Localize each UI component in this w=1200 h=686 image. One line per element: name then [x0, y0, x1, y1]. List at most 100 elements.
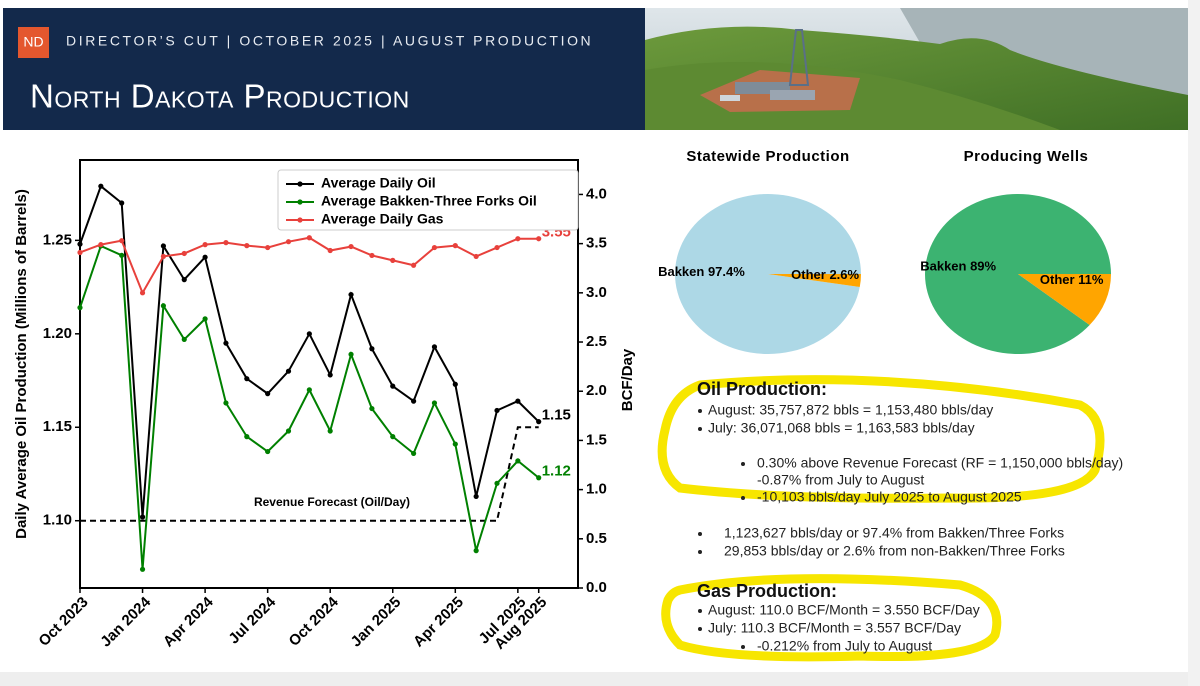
- point: [244, 434, 250, 440]
- bullet-text: August: 110.0 BCF/Month = 3.550 BCF/Day: [708, 602, 980, 618]
- header-title: North Dakota Production: [30, 78, 410, 115]
- point: [411, 262, 417, 268]
- y2-tick-label: 3.5: [586, 235, 607, 252]
- header-photo: [645, 8, 1188, 131]
- pie-label: Other 2.6%: [791, 267, 859, 282]
- bullet: [741, 462, 745, 466]
- y2-tick-label: 0.5: [586, 530, 607, 547]
- point: [181, 277, 187, 283]
- point: [306, 331, 312, 337]
- point: [285, 239, 292, 245]
- point: [327, 428, 333, 434]
- legend-label: Average Daily Gas: [321, 211, 444, 227]
- plot-frame: [79, 159, 579, 589]
- bullet: [741, 496, 745, 500]
- point: [494, 480, 500, 486]
- y2-tick-label: 0.0: [586, 579, 607, 596]
- point: [411, 450, 417, 457]
- point: [494, 244, 500, 251]
- legend-marker: [297, 217, 303, 223]
- point: [265, 448, 271, 455]
- point: [473, 493, 479, 500]
- point: [244, 376, 250, 382]
- point: [431, 344, 438, 350]
- point: [473, 548, 479, 554]
- point: [223, 240, 229, 246]
- point: [327, 372, 333, 378]
- pie-label: Bakken 97.4%: [658, 264, 745, 279]
- point: [181, 250, 187, 257]
- pie-title: Statewide Production: [686, 148, 849, 165]
- y2-tick-label: 1.5: [586, 431, 607, 448]
- forecast-line: [80, 426, 539, 522]
- point: [119, 238, 125, 244]
- detail-text: -0.87% from July to August: [757, 472, 924, 488]
- y-tick-label: 1.20: [43, 325, 72, 342]
- legend-label: Average Daily Oil: [321, 175, 436, 191]
- point: [202, 242, 208, 248]
- point: [202, 316, 208, 322]
- point: [244, 243, 250, 249]
- bullet: [698, 427, 702, 431]
- pie-slice: [925, 193, 1111, 354]
- point: [494, 407, 500, 414]
- section-heading: Oil Production:: [697, 379, 827, 399]
- pie-slice: [1018, 274, 1111, 325]
- pie-label: Other 11%: [1040, 272, 1104, 287]
- point: [348, 291, 354, 298]
- point: [390, 434, 396, 440]
- point: [369, 405, 375, 412]
- point: [390, 257, 396, 263]
- point: [473, 253, 479, 260]
- point: [119, 252, 125, 258]
- point: [139, 566, 146, 572]
- highlight-oil: [657, 375, 1105, 503]
- point: [515, 458, 521, 464]
- legend-marker: [297, 181, 303, 187]
- header-subtitle: DIRECTOR’S CUT | OCTOBER 2025 | AUGUST P…: [66, 33, 593, 49]
- forecast-label: Revenue Forecast (Oil/Day): [254, 495, 410, 509]
- point: [98, 183, 104, 189]
- point: [202, 254, 208, 260]
- point: [160, 253, 166, 260]
- point: [431, 400, 438, 406]
- point: [139, 290, 146, 296]
- detail-text: -0.212% from July to August: [757, 638, 932, 654]
- point: [223, 340, 229, 346]
- point: [77, 305, 83, 311]
- end-label: 1.15: [542, 407, 571, 424]
- bullet-text: July: 36,071,068 bbls = 1,163,583 bbls/d…: [708, 420, 975, 436]
- point: [77, 241, 83, 247]
- y-tick-label: 1.15: [43, 418, 72, 435]
- y-axis-label: Daily Average Oil Production (Millions o…: [13, 189, 30, 539]
- point: [536, 236, 542, 242]
- point: [160, 303, 166, 309]
- highlight-gas: [661, 574, 1002, 662]
- legend-label: Average Bakken-Three Forks Oil: [321, 193, 537, 209]
- share-text: 29,853 bbls/day or 2.6% from non-Bakken/…: [724, 543, 1065, 559]
- pie-title: Producing Wells: [964, 148, 1089, 165]
- y-tick-label: 1.25: [43, 231, 72, 248]
- pie-label: Bakken 89%: [920, 259, 996, 274]
- pie-slice: [768, 274, 861, 288]
- point: [285, 428, 292, 434]
- point: [327, 247, 333, 254]
- bullet-text: August: 35,757,872 bbls = 1,153,480 bbls…: [708, 402, 993, 418]
- bullet-text: July: 110.3 BCF/Month = 3.557 BCF/Day: [708, 620, 961, 636]
- point: [390, 383, 396, 389]
- share-text: 1,123,627 bbls/day or 97.4% from Bakken/…: [724, 525, 1064, 541]
- bullet: [741, 645, 745, 649]
- y2-tick-label: 2.5: [586, 333, 607, 350]
- point: [285, 368, 292, 374]
- point: [306, 387, 312, 393]
- point: [139, 514, 146, 520]
- point: [369, 252, 375, 259]
- point: [181, 336, 187, 343]
- point: [98, 242, 104, 248]
- point: [265, 391, 271, 397]
- bullet: [698, 550, 702, 554]
- bullet: [698, 409, 702, 413]
- y2-tick-label: 2.0: [586, 382, 607, 399]
- y2-tick-label: 1.0: [586, 481, 607, 498]
- point: [119, 200, 125, 206]
